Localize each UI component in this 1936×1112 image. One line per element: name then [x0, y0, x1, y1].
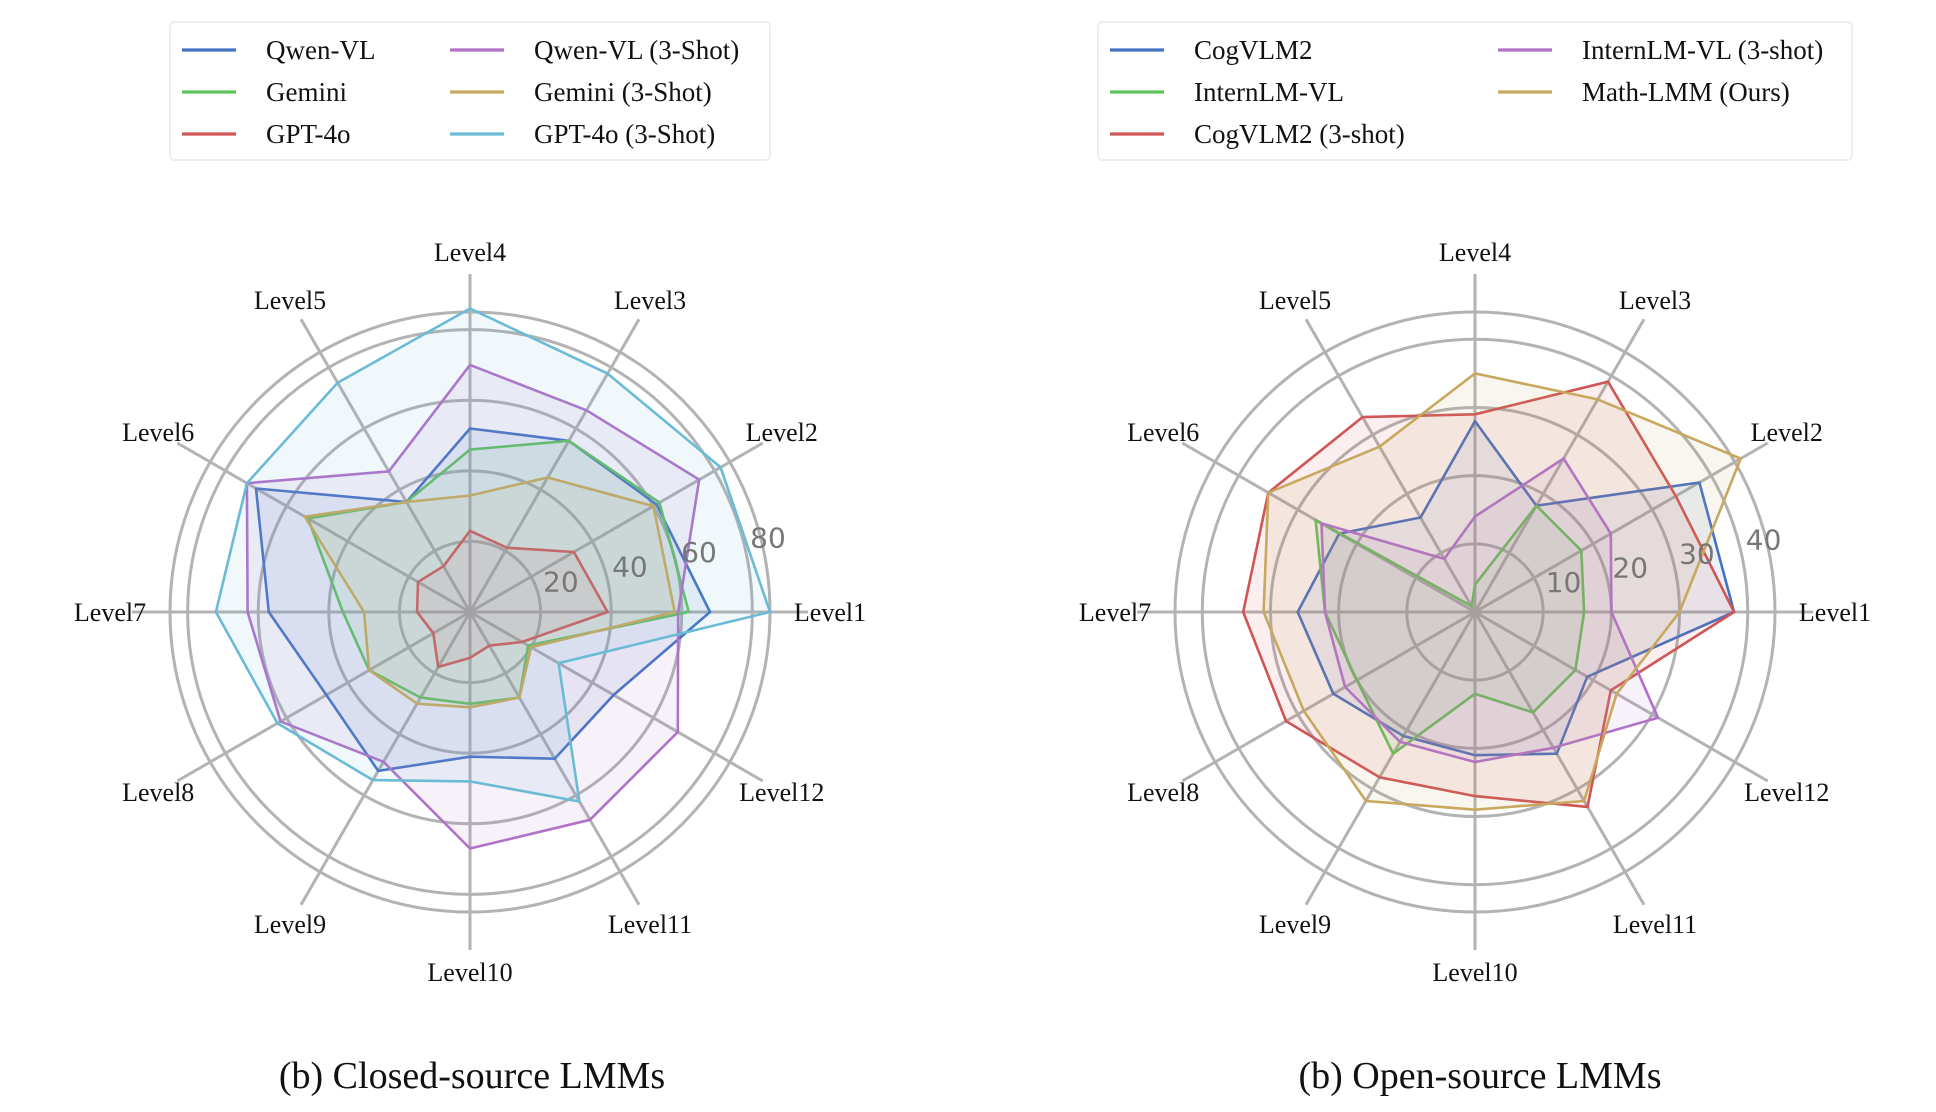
radar-grid [132, 274, 808, 950]
grid-spoke [299, 611, 472, 906]
category-label: Level11 [608, 910, 692, 939]
radial-tick-label: 20 [543, 565, 579, 598]
grid-spoke [1473, 611, 1646, 906]
series-polygon [245, 363, 701, 850]
legend-label: Gemini [266, 77, 347, 107]
grid-spoke [469, 610, 764, 783]
category-label: Level4 [1439, 238, 1511, 267]
radar-series-group [1241, 372, 1742, 812]
category-label: Level1 [794, 598, 866, 627]
radial-tick-labels: 10 20 30 40 [1546, 523, 1782, 599]
radial-tick-label: 30 [1679, 537, 1715, 570]
grid-spoke [1474, 441, 1769, 614]
grid-spoke [1473, 318, 1646, 613]
category-label: Level6 [122, 418, 194, 447]
legend-label: CogVLM2 (3-shot) [1194, 119, 1405, 149]
category-label: Level6 [1127, 418, 1199, 447]
category-label: Level7 [1079, 598, 1151, 627]
category-label: Level5 [254, 286, 326, 315]
grid-spoke [468, 318, 641, 613]
series-polygon [1262, 372, 1742, 812]
category-label: Level5 [1259, 286, 1331, 315]
grid-spoke [299, 318, 472, 613]
legend-label: Gemini (3-Shot) [534, 77, 712, 107]
category-label: Level3 [614, 286, 686, 315]
closed-source-caption: (b) Closed-source LMMs [279, 1055, 665, 1097]
radial-tick-label: 10 [1546, 566, 1582, 599]
category-label: Level8 [122, 778, 194, 807]
radial-tick-label: 20 [1612, 552, 1648, 585]
series-polygon [415, 529, 609, 669]
category-label: Level7 [74, 598, 146, 627]
category-label: Level12 [1744, 778, 1829, 807]
legend-label: CogVLM2 [1194, 35, 1313, 65]
category-label: Level1 [1799, 598, 1871, 627]
series-polygon [1320, 457, 1660, 764]
series-polygon [303, 476, 677, 709]
legend-label: Qwen-VL [266, 35, 375, 65]
series-polygon [1241, 380, 1736, 809]
grid-spoke [176, 610, 471, 783]
legend: Qwen-VL Gemini GPT-4o Qwen-VL (3-Shot) Gemin… [169, 21, 771, 161]
category-label: Level2 [1751, 418, 1823, 447]
legend-label: GPT-4o (3-Shot) [534, 119, 715, 149]
grid-spoke [1304, 611, 1477, 906]
open-source-caption: (b) Open-source LMMs [1298, 1055, 1661, 1097]
category-label: Level9 [1259, 910, 1331, 939]
category-label: Level8 [1127, 778, 1199, 807]
radial-tick-label: 40 [612, 551, 648, 584]
radial-tick-label: 40 [1746, 523, 1782, 556]
legend-label: Qwen-VL (3-Shot) [534, 35, 739, 65]
legend-label: GPT-4o [266, 119, 351, 149]
grid-spoke [1181, 610, 1476, 783]
series-polygon [214, 307, 772, 803]
legend: CogVLM2 InternLM-VL CogVLM2 (3-shot) Intern… [1097, 21, 1853, 161]
category-label: Level11 [1613, 910, 1697, 939]
category-label: Level9 [254, 910, 326, 939]
grid-spoke [1304, 318, 1477, 613]
legend-label: InternLM-VL [1194, 77, 1344, 107]
radial-tick-label: 80 [750, 521, 786, 554]
category-label: Level3 [1619, 286, 1691, 315]
category-label: Level10 [427, 958, 512, 987]
category-labels: Level1 Level2 Level3 Level4 Level5 Level6 Leve… [1079, 238, 1871, 987]
radial-tick-labels: 20 40 60 80 [543, 521, 786, 598]
legend-box [1097, 21, 1853, 161]
grid-spoke [1474, 610, 1769, 783]
category-labels: Level1 Level2 Level3 Level4 Level5 Level6 Leve… [74, 238, 866, 987]
closed-source-radar-chart: 20 40 60 80Level1Level2Level3Level4Level5Le… [74, 21, 866, 987]
legend-label: Math-LMM (Ours) [1582, 77, 1790, 107]
category-label: Level12 [739, 778, 824, 807]
category-label: Level4 [434, 238, 506, 267]
category-label: Level2 [746, 418, 818, 447]
open-source-radar-chart: 10 20 30 40Level1Level2Level3Level4Level5Le… [1079, 21, 1871, 987]
radar-series-group [214, 307, 772, 850]
grid-spoke [469, 441, 764, 614]
grid-spoke [176, 441, 471, 614]
legend-label: InternLM-VL (3-shot) [1582, 35, 1823, 65]
radial-tick-label: 60 [681, 536, 717, 569]
category-label: Level10 [1432, 958, 1517, 987]
